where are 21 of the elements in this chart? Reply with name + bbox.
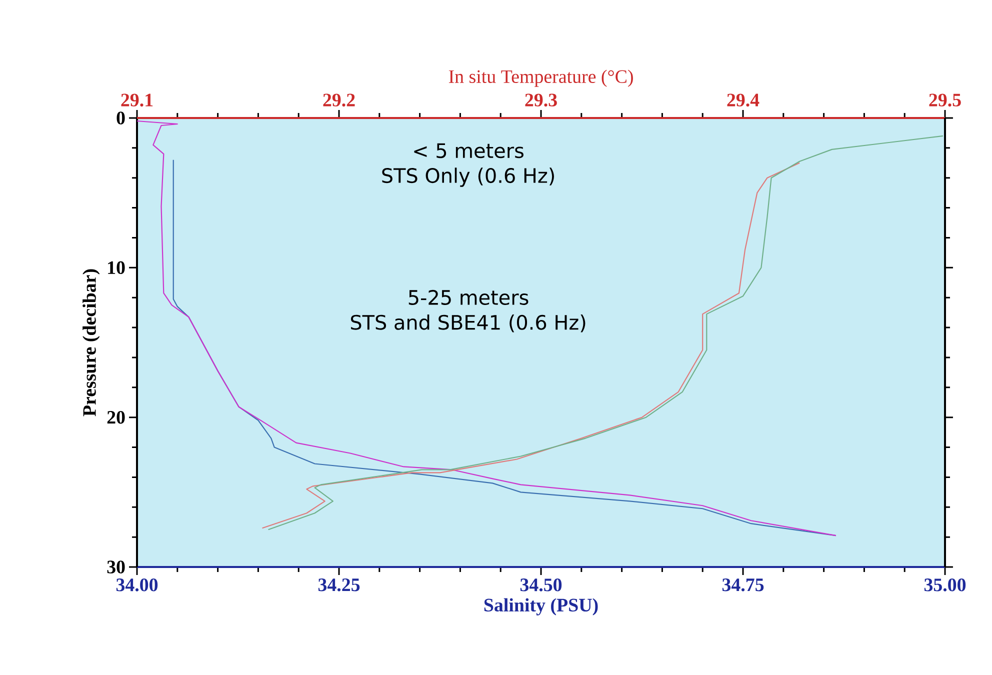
x-tick-label: 35.00	[924, 578, 966, 592]
y-tick-label: 10	[108, 261, 125, 274]
annotation: STS Only (0.6 Hz)	[382, 168, 554, 187]
x2-tick-label: 29.3	[525, 94, 557, 107]
annotation: STS and SBE41 (0.6 Hz)	[350, 314, 586, 332]
y-tick-label: 30	[107, 560, 125, 574]
x-tick-label: 34.25	[318, 578, 360, 592]
annotation: 5-25 meters	[408, 290, 528, 305]
x2-tick-label: 29.2	[323, 94, 355, 107]
x2-tick-label: 29.1	[121, 94, 153, 107]
annotation: < 5 meters	[414, 143, 524, 158]
y-tick-label: 0	[116, 112, 125, 124]
x2-tick-label: 29.4	[727, 94, 760, 107]
x2-axis-title: In situ Temperature (°C)	[448, 70, 633, 87]
x-tick-label: 34.00	[116, 578, 158, 592]
x2-tick-label: 29.5	[929, 94, 961, 107]
x-tick-label: 34.75	[722, 578, 764, 592]
y-tick-label: 20	[107, 410, 125, 424]
y-axis-title: Pressure (decibar)	[82, 269, 100, 416]
x-tick-label: 34.50	[520, 578, 562, 592]
x-axis-title: Salinity (PSU)	[484, 598, 598, 616]
